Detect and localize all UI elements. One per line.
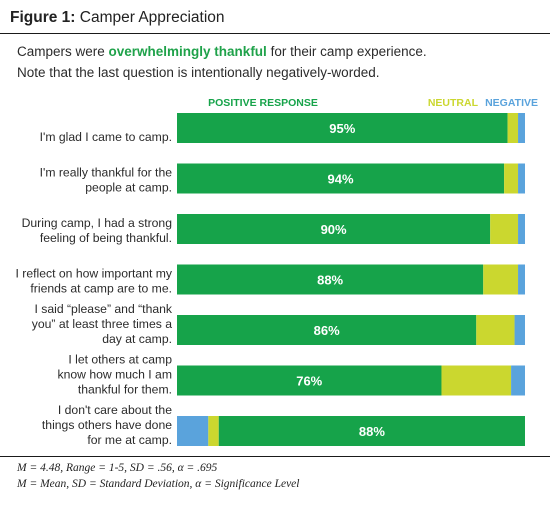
- bar-segment-positive: [177, 163, 505, 194]
- figure-label: Figure 1:: [10, 9, 76, 26]
- category-label: day at camp.: [102, 332, 172, 346]
- bar-segment-positive: [177, 113, 508, 143]
- category-label: thankful for them.: [78, 383, 172, 397]
- category-label: I'm really thankful for the: [40, 166, 173, 180]
- figure-title-text: Camper Appreciation: [79, 9, 225, 26]
- bar-segment-neutral: [507, 113, 519, 143]
- category-label: I said “please” and “thank: [34, 302, 172, 316]
- bar-segment-neutral: [490, 214, 519, 244]
- bar-data-label: 76%: [296, 374, 322, 389]
- bar-segment-negative: [518, 113, 525, 143]
- bar-segment-neutral: [441, 365, 512, 396]
- category-label: things others have done: [42, 418, 172, 432]
- category-label: I don't care about the: [58, 403, 172, 417]
- bar-data-label: 88%: [359, 424, 385, 439]
- bar-data-label: 94%: [328, 172, 354, 187]
- bar-segment-neutral: [476, 315, 515, 345]
- bar-data-label: 88%: [317, 273, 343, 288]
- bar-segment-positive: [177, 264, 484, 295]
- legend-note: M = Mean, SD = Standard Deviation, α = S…: [17, 478, 300, 490]
- category-label: During camp, I had a strong: [22, 216, 172, 230]
- bar-segment-neutral: [483, 264, 519, 295]
- bar-data-label: 90%: [321, 222, 347, 237]
- category-label: I reflect on how important my: [16, 267, 173, 281]
- category-label: I'm glad I came to camp.: [40, 130, 172, 144]
- top-rule: [0, 33, 550, 34]
- legend-negative: NEGATIVE: [485, 97, 538, 109]
- category-label: you” at least three times a: [32, 317, 172, 331]
- bar-segment-negative: [177, 416, 209, 446]
- bar-segment-neutral: [504, 163, 519, 194]
- bar-segment-positive: [177, 365, 442, 396]
- bar-segment-neutral: [208, 416, 219, 446]
- bar-segment-negative: [518, 163, 525, 194]
- bar-segment-negative: [514, 315, 525, 345]
- bar-segment-negative: [511, 365, 525, 396]
- figure-title: Figure 1: Camper Appreciation: [10, 9, 225, 27]
- subtitle-line-1: Campers were overwhelmingly thankful for…: [17, 44, 427, 59]
- subtitle-line-2: Note that the last question is intention…: [17, 65, 380, 80]
- stats-note: M = 4.48, Range = 1-5, SD = .56, α = .69…: [17, 462, 218, 474]
- bar-segment-positive: [177, 214, 491, 244]
- bar-data-label: 86%: [314, 323, 340, 338]
- subtitle-before: Campers were: [17, 44, 109, 59]
- bar-segment-positive: [218, 416, 525, 446]
- subtitle-after: for their camp experience.: [266, 44, 427, 59]
- category-label: friends at camp are to me.: [30, 282, 172, 296]
- bar-segment-negative: [518, 214, 525, 244]
- category-label: feeling of being thankful.: [40, 231, 172, 245]
- category-label: I let others at camp: [68, 353, 172, 367]
- bar-data-label: 95%: [329, 121, 355, 136]
- bar-segment-positive: [177, 315, 477, 345]
- category-label: know how much I am: [58, 368, 172, 382]
- category-label: people at camp.: [85, 181, 172, 195]
- bar-segment-negative: [518, 264, 525, 295]
- legend-positive-response: POSITIVE RESPONSE: [208, 97, 318, 109]
- stacked-bar-chart: POSITIVE RESPONSE NEUTRAL NEGATIVE 95% I'm g…: [16, 97, 538, 447]
- subtitle-highlight: overwhelmingly thankful: [108, 44, 267, 59]
- category-label: for me at camp.: [87, 433, 172, 447]
- bottom-rule: [0, 456, 550, 457]
- legend-neutral: NEUTRAL: [428, 97, 479, 109]
